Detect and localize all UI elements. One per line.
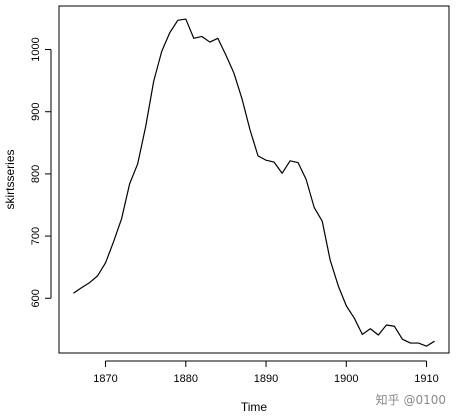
- x-tick-label: 1880: [174, 373, 198, 385]
- x-tick-label: 1890: [254, 373, 278, 385]
- y-axis: 600 700 800 900 1000: [30, 37, 52, 307]
- y-tick-label: 1000: [30, 37, 42, 61]
- y-tick-label: 900: [30, 103, 42, 121]
- x-axis: 1870 1880 1890 1900 1910: [93, 360, 439, 385]
- y-tick-label: 600: [30, 289, 42, 307]
- x-axis-title: Time: [241, 400, 268, 414]
- x-tick-label: 1910: [414, 373, 438, 385]
- watermark: 知乎 @0100: [376, 393, 446, 407]
- x-tick-label: 1870: [93, 373, 117, 385]
- plot-box: [58, 5, 450, 354]
- x-tick-label: 1900: [334, 373, 358, 385]
- y-axis-title: skirtsseries: [3, 149, 17, 209]
- y-tick-label: 700: [30, 227, 42, 245]
- y-tick-label: 800: [30, 165, 42, 183]
- series-line: [73, 18, 435, 347]
